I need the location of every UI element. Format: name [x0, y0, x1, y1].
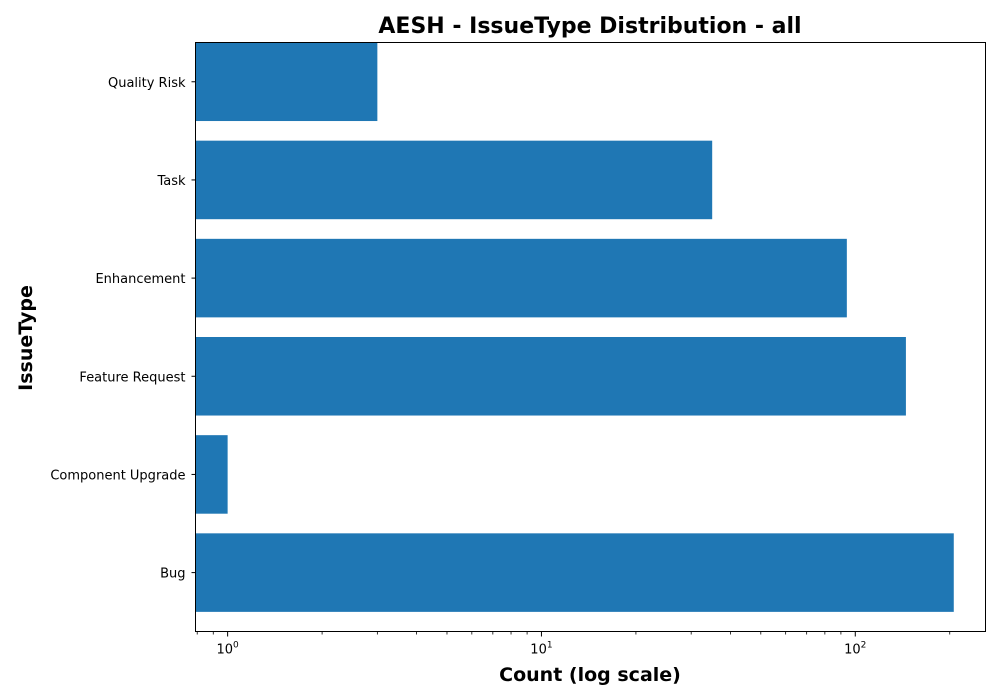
- y-tick-label: Enhancement: [95, 272, 185, 287]
- bar-bug: [195, 533, 954, 612]
- bars-group: [195, 42, 954, 612]
- bar-task: [195, 140, 713, 220]
- x-tick-label: 101: [530, 641, 552, 658]
- y-tick-label: Task: [156, 174, 186, 189]
- chart-title: AESH - IssueType Distribution - all: [378, 14, 801, 39]
- y-tick-label: Component Upgrade: [50, 468, 185, 483]
- bar-quality-risk: [195, 42, 378, 122]
- x-tick-label: 102: [844, 641, 866, 658]
- bar-component-upgrade: [195, 435, 228, 514]
- y-tick-label: Quality Risk: [108, 76, 186, 91]
- x-tick-label: 100: [216, 641, 239, 658]
- y-axis-label: IssueType: [15, 285, 37, 391]
- x-axis-label: Count (log scale): [499, 664, 681, 686]
- bar-feature-request: [195, 337, 906, 416]
- y-tick-label: Bug: [160, 567, 185, 582]
- bar-enhancement: [195, 238, 847, 318]
- plot-frame: [195, 42, 986, 632]
- ticks-group: Bug Component Upgrade Feature Request Enhan…: [50, 76, 951, 658]
- y-tick-label: Feature Request: [79, 370, 185, 385]
